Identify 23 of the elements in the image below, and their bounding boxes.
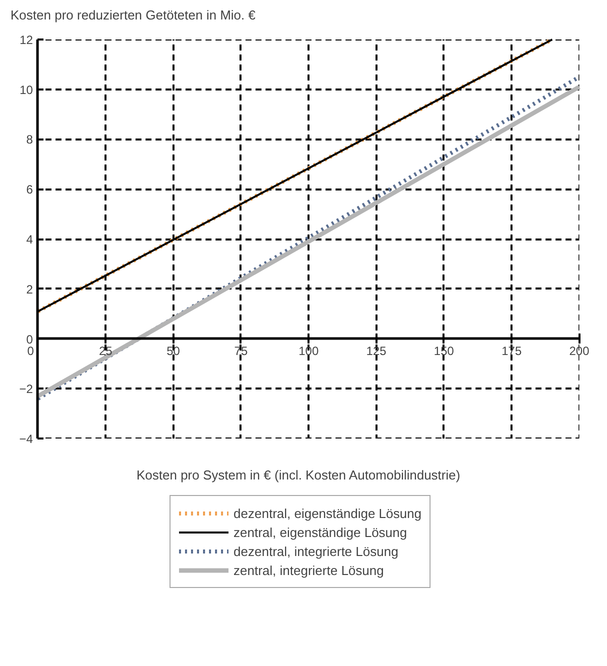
y-tick-label: 6 (26, 182, 34, 197)
x-tick-label: 175 (502, 344, 522, 358)
y-tick-label: 0 (26, 332, 34, 346)
x-tick-label: 50 (166, 344, 180, 358)
y-tick-label: 4 (26, 232, 34, 246)
y-tick-label: 8 (26, 132, 34, 147)
legend-label: dezentral, integrierte Lösung (234, 542, 398, 560)
y-tick-label: −2 (19, 382, 34, 396)
legend-label: zentral, integrierte Lösung (234, 562, 384, 579)
y-tick-label: 12 (20, 32, 34, 47)
y-tick-label: 2 (26, 282, 34, 296)
x-tick-label: 100 (298, 344, 319, 358)
x-tick-label: 25 (98, 344, 113, 358)
legend-label: dezentral, eigenständige Lösung (234, 504, 422, 522)
x-tick-label: 200 (569, 344, 590, 358)
x-tick-label: 150 (434, 344, 454, 358)
x-axis-title: Kosten pro System in € (incl. Kosten Automobilindustrie) (136, 468, 460, 482)
y-tick-label: −4 (19, 432, 34, 446)
y-axis-title: Kosten pro reduzierten Getöteten in Mio. € (10, 8, 256, 22)
legend-label: zentral, eigenständige Lösung (234, 524, 407, 541)
y-tick-label: 10 (20, 82, 34, 97)
x-tick-label: 125 (366, 344, 387, 358)
x-tick-label: 75 (234, 344, 248, 358)
